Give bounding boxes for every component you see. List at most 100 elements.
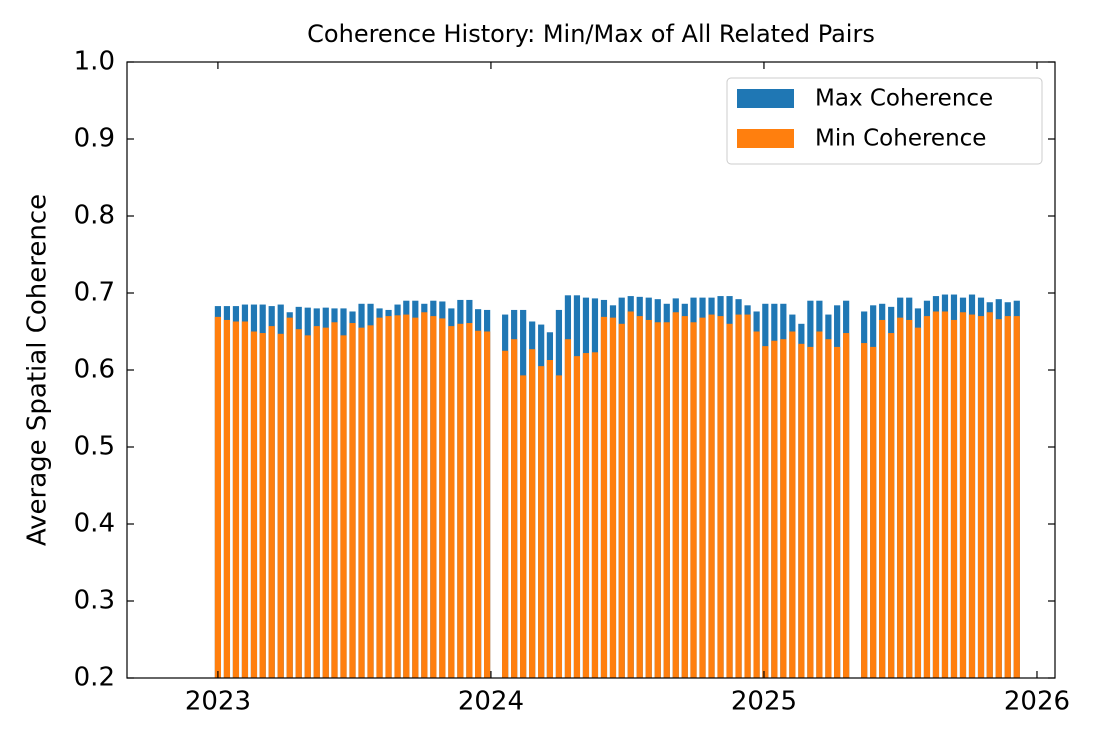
bar — [645, 319, 652, 678]
bar — [313, 326, 320, 678]
bar — [295, 329, 302, 678]
bar — [511, 339, 518, 678]
bar — [564, 339, 572, 678]
bar — [897, 317, 904, 678]
bar — [1013, 316, 1020, 678]
bar — [825, 339, 832, 678]
bar — [430, 316, 437, 678]
bar — [932, 311, 940, 678]
x-tick-label: 2023 — [185, 687, 251, 717]
bar — [529, 349, 536, 678]
bar — [780, 339, 787, 678]
bar — [654, 322, 661, 678]
bar — [861, 343, 868, 678]
bar — [394, 315, 401, 678]
bar — [986, 312, 993, 678]
bar — [879, 319, 886, 678]
bar — [609, 317, 617, 678]
bar — [591, 352, 599, 678]
y-tick-label: 1.0 — [74, 47, 115, 77]
bar — [457, 323, 464, 678]
bar — [600, 316, 608, 678]
bar — [439, 318, 446, 678]
bar — [466, 323, 473, 678]
bar — [914, 327, 922, 678]
bar — [403, 314, 410, 678]
bar — [322, 327, 329, 678]
bar — [906, 319, 913, 678]
bar — [241, 321, 249, 678]
bar — [681, 316, 688, 678]
bar — [421, 312, 428, 678]
bar — [843, 333, 850, 678]
bar — [762, 346, 769, 678]
bar — [1004, 316, 1011, 678]
bar — [636, 316, 643, 678]
bar — [816, 331, 823, 678]
bar — [672, 312, 679, 678]
bar — [412, 317, 419, 678]
legend-box — [726, 77, 1043, 165]
bar — [834, 346, 841, 678]
bar — [555, 375, 563, 678]
bar — [277, 333, 284, 678]
bar — [259, 333, 266, 678]
bar — [726, 323, 733, 678]
bar — [735, 314, 742, 678]
legend-swatch — [737, 129, 794, 148]
bar — [968, 314, 976, 678]
bar — [923, 316, 931, 678]
bar — [367, 325, 374, 678]
bar — [771, 340, 778, 678]
bar — [376, 317, 383, 678]
bar — [699, 317, 706, 678]
bar — [618, 323, 625, 678]
legend-swatch — [737, 89, 794, 108]
bar — [789, 331, 796, 678]
bar — [708, 314, 715, 678]
legend-label: Min Coherence — [815, 126, 986, 152]
bar — [941, 311, 949, 678]
bar — [870, 346, 877, 678]
bar — [717, 316, 724, 678]
bar — [214, 316, 222, 678]
bar — [888, 333, 895, 678]
bar — [538, 366, 545, 678]
bar — [959, 312, 967, 678]
chart-title: Coherence History: Min/Max of All Relate… — [307, 20, 875, 48]
bar — [502, 350, 509, 678]
y-tick-label: 0.8 — [74, 201, 115, 231]
bar — [349, 323, 356, 678]
bar — [798, 343, 805, 678]
legend-label: Max Coherence — [815, 86, 993, 112]
bar — [546, 359, 554, 678]
x-tick-label: 2025 — [731, 687, 797, 717]
bar — [223, 319, 231, 678]
bar — [232, 321, 240, 678]
bar — [753, 331, 760, 678]
bar — [340, 335, 347, 678]
bar — [950, 319, 958, 678]
y-tick-label: 0.9 — [74, 124, 115, 154]
y-tick-label: 0.7 — [74, 278, 115, 308]
bar — [977, 316, 985, 678]
bar — [268, 326, 275, 678]
bar — [573, 356, 581, 678]
bar — [582, 353, 590, 678]
bar — [995, 319, 1002, 678]
y-tick-label: 0.5 — [74, 432, 115, 462]
bar — [807, 346, 814, 678]
bar — [744, 314, 751, 678]
bar — [358, 327, 365, 678]
bar — [448, 326, 455, 678]
y-tick-label: 0.4 — [74, 509, 115, 539]
y-tick-label: 0.2 — [74, 663, 115, 693]
bar — [690, 322, 697, 678]
bar — [385, 316, 392, 678]
y-axis-label: Average Spatial Coherence — [23, 194, 53, 546]
bar — [627, 311, 634, 678]
bar — [250, 331, 258, 678]
bar — [475, 330, 482, 678]
